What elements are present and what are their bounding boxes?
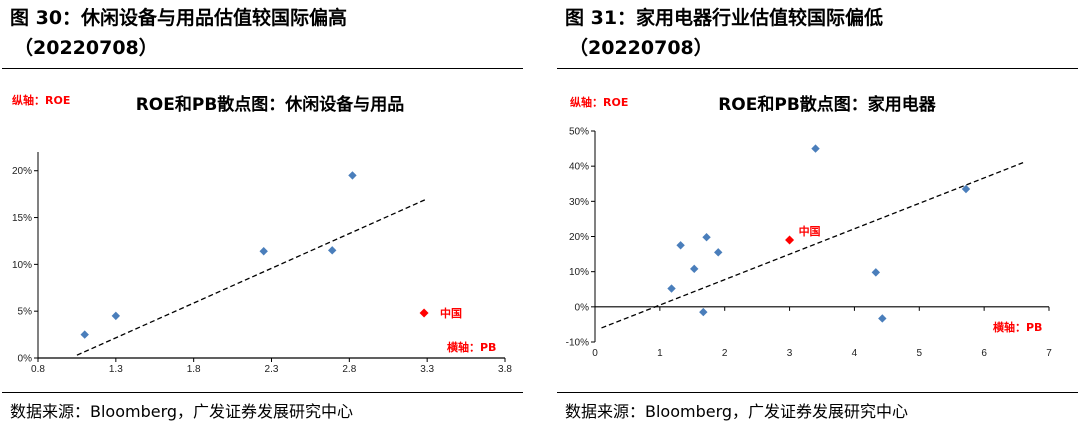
figure-date: （20220708） xyxy=(569,37,713,59)
y-tick-label: 30% xyxy=(569,197,589,208)
x-tick-label: 2.8 xyxy=(342,364,356,375)
y-tick-label: 20% xyxy=(569,232,589,243)
data-point xyxy=(690,264,699,274)
y-tick-label: 0% xyxy=(18,354,33,365)
x-tick-label: 1.3 xyxy=(109,364,123,375)
x-tick-label: 1 xyxy=(657,348,663,359)
top-rule xyxy=(2,68,523,69)
figure-panel-appliances: 图 31：家用电器行业估值较国际偏低 （20220708） -10% 0% 10% 2… xyxy=(555,0,1080,430)
china-label: 中国 xyxy=(440,306,462,320)
trendline xyxy=(601,162,1024,329)
chart-title: ROE和PB散点图：休闲设备与用品 xyxy=(136,94,405,115)
x-tick-label: 7 xyxy=(1046,348,1052,359)
y-tick-label: 15% xyxy=(12,213,32,224)
data-point xyxy=(702,233,711,242)
chart-title: ROE和PB散点图：家用电器 xyxy=(718,94,937,115)
bottom-rule xyxy=(557,392,1078,393)
x-tick-label: 3 xyxy=(787,348,793,359)
scatter-chart-leisure: 0% 5% 10% 15% 20% 0.8 1.3 1.8 2.3 2.8 3.3 3.8 中国 ROE和… xyxy=(12,93,512,375)
x-axis-label: 横轴：PB xyxy=(993,320,1042,334)
data-point xyxy=(714,248,723,257)
china-label: 中国 xyxy=(799,224,821,238)
figure-panel-leisure: 图 30：休闲设备与用品估值较国际偏高 （20220708） 0% 5% 10% 15… xyxy=(0,0,525,430)
china-point xyxy=(785,235,795,245)
source-note: 数据来源：Bloomberg，广发证券发展研究中心 xyxy=(10,402,354,421)
y-tick-label: 10% xyxy=(12,260,32,271)
china-point xyxy=(419,308,429,318)
data-point xyxy=(328,246,337,255)
y-tick-label: 40% xyxy=(569,162,589,173)
x-tick-label: 2.3 xyxy=(265,364,279,375)
x-tick-label: 0.8 xyxy=(31,364,45,375)
data-point xyxy=(878,314,887,323)
y-axis-label: 纵轴：ROE xyxy=(12,93,70,107)
figure-date: （20220708） xyxy=(14,37,158,59)
x-tick-label: 4 xyxy=(852,348,858,359)
data-point xyxy=(676,241,685,250)
y-tick-label: 20% xyxy=(12,166,32,177)
scatter-chart-appliances: -10% 0% 10% 20% 30% 40% 50% 0 1 2 3 4 5 6 7 中国 ROE和PB散点图… xyxy=(566,94,1053,359)
x-tick-label: 2 xyxy=(722,348,728,359)
trendline xyxy=(76,198,428,356)
x-tick-label: 0 xyxy=(592,348,598,359)
data-point xyxy=(699,307,708,317)
x-axis-label: 横轴：PB xyxy=(447,340,496,354)
x-tick-label: 5 xyxy=(917,348,923,359)
data-point xyxy=(348,171,357,180)
y-tick-label: 10% xyxy=(569,267,589,278)
y-axis-label: 纵轴：ROE xyxy=(570,95,628,109)
x-tick-label: 3.8 xyxy=(498,364,512,375)
x-tick-label: 1.8 xyxy=(187,364,201,375)
y-tick-label: -10% xyxy=(566,338,589,349)
x-tick-label: 6 xyxy=(981,348,987,359)
figure-title: 图 31：家用电器行业估值较国际偏低 xyxy=(565,7,884,29)
y-tick-label: 50% xyxy=(569,127,589,138)
bottom-rule xyxy=(2,392,523,393)
top-rule xyxy=(557,68,1078,69)
x-tick-label: 3.3 xyxy=(420,364,434,375)
figure-title: 图 30：休闲设备与用品估值较国际偏高 xyxy=(10,7,348,29)
y-tick-label: 0% xyxy=(575,302,590,313)
data-point xyxy=(811,144,820,153)
data-point xyxy=(871,268,881,277)
y-tick-label: 5% xyxy=(18,307,33,318)
data-point xyxy=(111,311,121,321)
data-point xyxy=(80,330,89,339)
source-note: 数据来源：Bloomberg，广发证券发展研究中心 xyxy=(565,402,909,421)
data-point xyxy=(259,247,268,256)
data-point xyxy=(667,284,676,293)
